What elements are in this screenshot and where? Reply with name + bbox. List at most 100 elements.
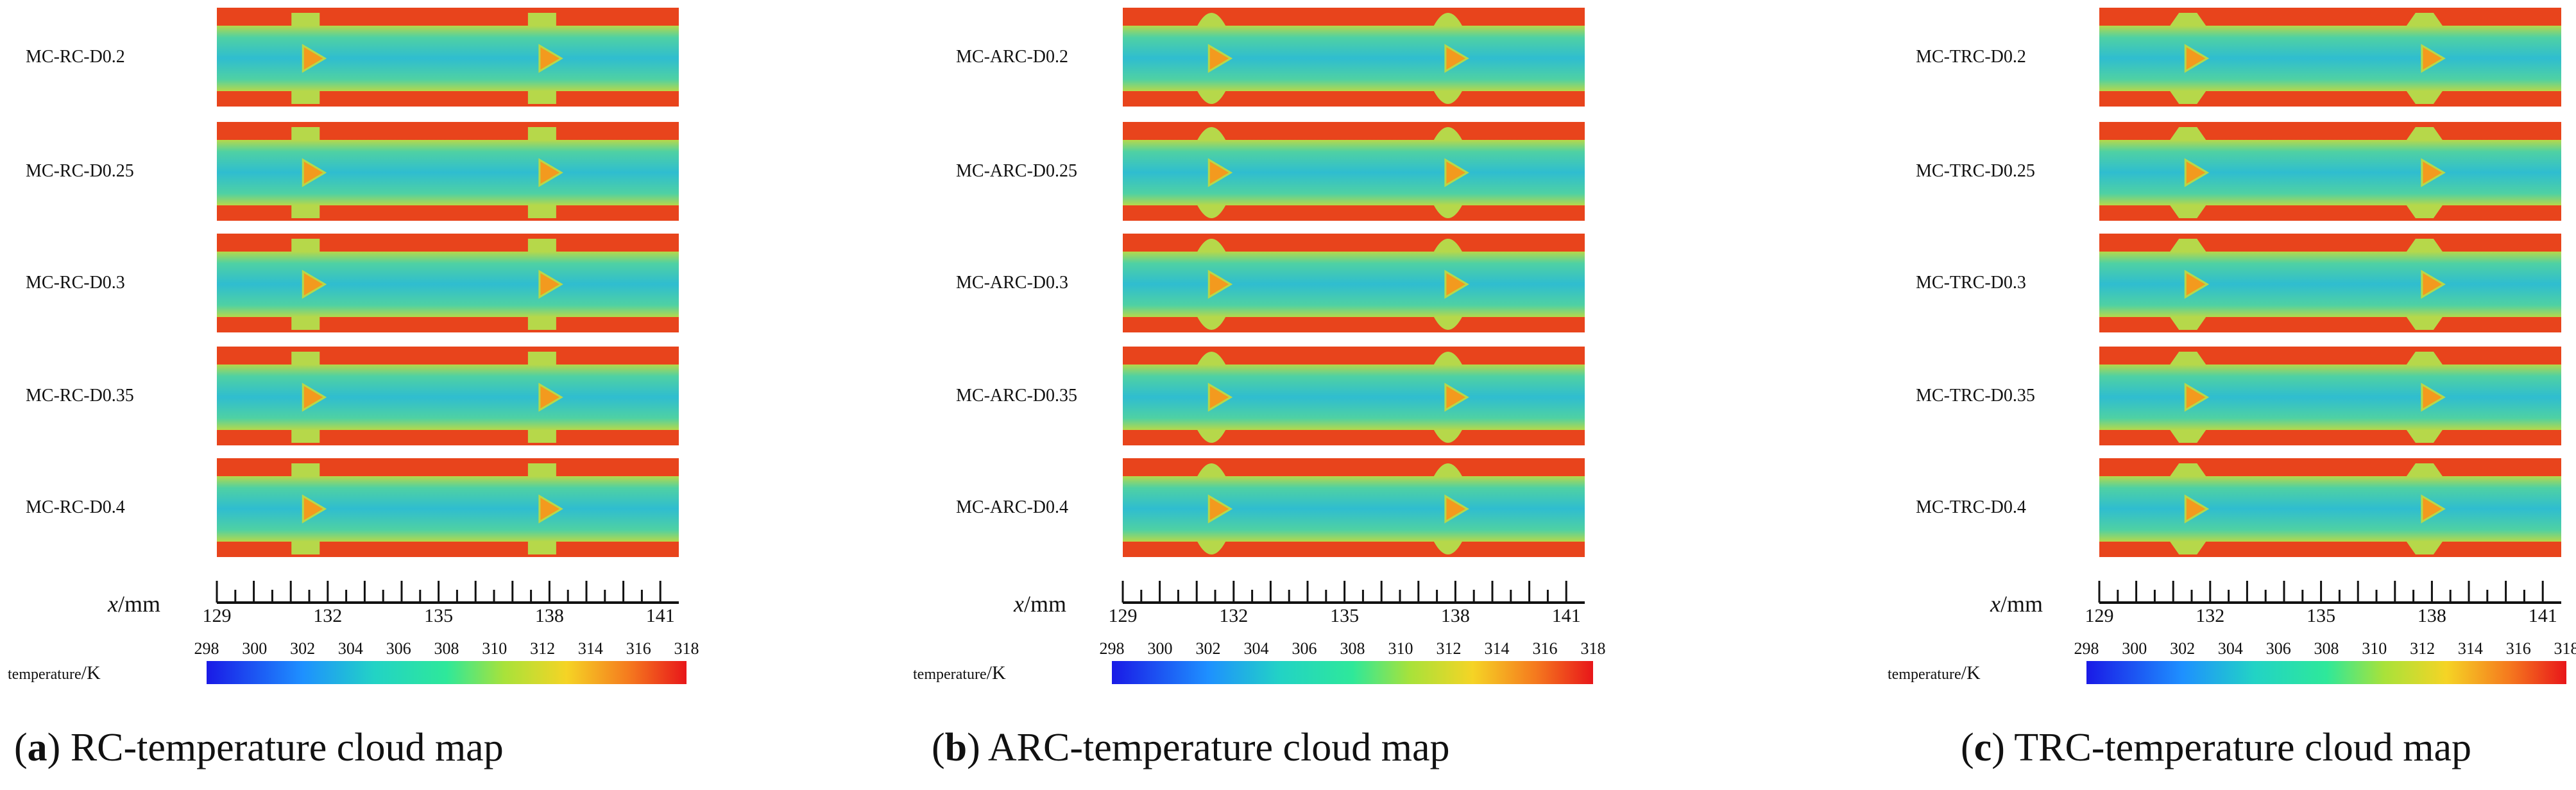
colorbar-tick-label: 310 bbox=[1388, 639, 1413, 658]
cavity-bottom bbox=[291, 91, 320, 104]
cavity-bottom bbox=[1433, 91, 1462, 104]
row-label: MC-ARC-D0.35 bbox=[956, 386, 1078, 406]
colorbar-tick-label: 302 bbox=[1195, 639, 1221, 658]
cavity-top bbox=[2170, 13, 2206, 26]
panel-rc: MC-RC-D0.2 MC-RC-D0.25 MC-RC-D0.3 MC-RC-D0.… bbox=[0, 0, 860, 790]
channel-flow bbox=[217, 476, 679, 542]
colorbar-tick-label: 304 bbox=[2217, 639, 2243, 658]
colorbar-tick-label: 318 bbox=[674, 639, 699, 658]
x-tick-label: 138 bbox=[534, 605, 564, 626]
row-label: MC-TRC-D0.4 bbox=[1916, 497, 2026, 517]
channel-flow bbox=[2099, 26, 2561, 91]
row-label: MC-ARC-D0.25 bbox=[956, 161, 1078, 181]
cavity-top bbox=[2406, 463, 2443, 476]
colorbar-tick-label: 316 bbox=[1532, 639, 1558, 658]
colorbar-tick-label: 300 bbox=[2122, 639, 2147, 658]
triangle-rib bbox=[1207, 158, 1233, 187]
cavity-top bbox=[1433, 127, 1462, 140]
cavity-bottom bbox=[2406, 430, 2443, 443]
cavity-top bbox=[527, 13, 556, 26]
x-tick-label: 132 bbox=[2196, 605, 2225, 626]
x-tick-label: 141 bbox=[1551, 605, 1581, 626]
x-axis-label: x/mm bbox=[1014, 591, 1066, 617]
x-tick-label: 135 bbox=[424, 605, 454, 626]
colorbar-tick-label: 298 bbox=[2074, 639, 2099, 658]
cavity-bottom bbox=[291, 542, 320, 554]
temperature-field bbox=[217, 234, 679, 335]
cavity-top bbox=[1433, 13, 1462, 26]
temperature-field bbox=[2099, 347, 2561, 448]
cavity-bottom bbox=[1197, 430, 1226, 443]
temperature-field bbox=[2099, 8, 2561, 109]
panel-caption: (c) TRC-temperature cloud map bbox=[1961, 726, 2471, 769]
channel-flow bbox=[1123, 365, 1585, 430]
cavity-bottom bbox=[2406, 205, 2443, 218]
triangle-rib bbox=[2421, 494, 2446, 524]
channel-flow bbox=[2099, 365, 2561, 430]
colorbar-tick-label: 308 bbox=[1340, 639, 1365, 658]
triangle-rib bbox=[2421, 270, 2446, 299]
triangle-rib bbox=[302, 382, 327, 412]
cavity-bottom bbox=[1433, 205, 1462, 218]
colorbar-tick-label: 306 bbox=[1292, 639, 1317, 658]
cavity-top bbox=[1433, 239, 1462, 252]
triangle-rib bbox=[538, 158, 563, 187]
x-tick-label: 135 bbox=[2307, 605, 2336, 626]
cavity-top bbox=[1197, 239, 1226, 252]
cavity-top bbox=[527, 352, 556, 365]
channel-flow bbox=[217, 252, 679, 317]
channel-flow bbox=[217, 140, 679, 205]
x-tick-label: 141 bbox=[2528, 605, 2557, 626]
colorbar-tick-label: 316 bbox=[626, 639, 651, 658]
triangle-rib bbox=[2184, 494, 2210, 524]
triangle-rib bbox=[538, 270, 563, 299]
temperature-field bbox=[2099, 234, 2561, 335]
cavity-top bbox=[1433, 463, 1462, 476]
cavity-bottom bbox=[527, 205, 556, 218]
colorbar-tick-label: 300 bbox=[242, 639, 268, 658]
x-axis-ruler bbox=[2098, 581, 2561, 604]
x-tick-label: 138 bbox=[1440, 605, 1470, 626]
cavity-top bbox=[2406, 239, 2443, 252]
row-label: MC-RC-D0.25 bbox=[26, 161, 134, 181]
cavity-bottom bbox=[527, 430, 556, 443]
triangle-rib bbox=[302, 158, 327, 187]
cavity-top bbox=[291, 463, 320, 476]
x-axis-ruler bbox=[1122, 581, 1585, 604]
temperature-field bbox=[217, 122, 679, 223]
cavity-bottom bbox=[2406, 91, 2443, 104]
colorbar bbox=[1112, 661, 1593, 684]
row-label: MC-TRC-D0.35 bbox=[1916, 386, 2035, 406]
colorbar-title: temperature/K bbox=[1888, 662, 1981, 683]
x-tick-label: 129 bbox=[202, 605, 232, 626]
channel-flow bbox=[2099, 140, 2561, 205]
cavity-bottom bbox=[2406, 542, 2443, 554]
temperature-field bbox=[1123, 8, 1585, 109]
cavity-top bbox=[1197, 13, 1226, 26]
colorbar-tick-label: 312 bbox=[1436, 639, 1462, 658]
colorbar-tick-label: 318 bbox=[2554, 639, 2576, 658]
x-tick-label: 129 bbox=[1108, 605, 1138, 626]
colorbar bbox=[207, 661, 687, 684]
cavity-bottom bbox=[2406, 317, 2443, 330]
channel-flow bbox=[1123, 26, 1585, 91]
cavity-top bbox=[291, 13, 320, 26]
channel-flow bbox=[1123, 252, 1585, 317]
x-tick-label: 132 bbox=[313, 605, 343, 626]
cavity-top bbox=[291, 352, 320, 365]
triangle-rib bbox=[538, 494, 563, 524]
row-label: MC-TRC-D0.3 bbox=[1916, 273, 2026, 293]
triangle-rib bbox=[1444, 382, 1469, 412]
cavity-bottom bbox=[1197, 317, 1226, 330]
triangle-rib bbox=[2184, 158, 2210, 187]
cavity-bottom bbox=[2170, 91, 2206, 104]
channel-flow bbox=[1123, 476, 1585, 542]
temperature-field bbox=[2099, 458, 2561, 560]
temperature-field bbox=[1123, 347, 1585, 448]
triangle-rib bbox=[538, 44, 563, 73]
cavity-top bbox=[1197, 352, 1226, 365]
temperature-field bbox=[1123, 234, 1585, 335]
cavity-bottom bbox=[291, 317, 320, 330]
colorbar-tick-label: 298 bbox=[194, 639, 219, 658]
triangle-rib bbox=[1207, 270, 1233, 299]
